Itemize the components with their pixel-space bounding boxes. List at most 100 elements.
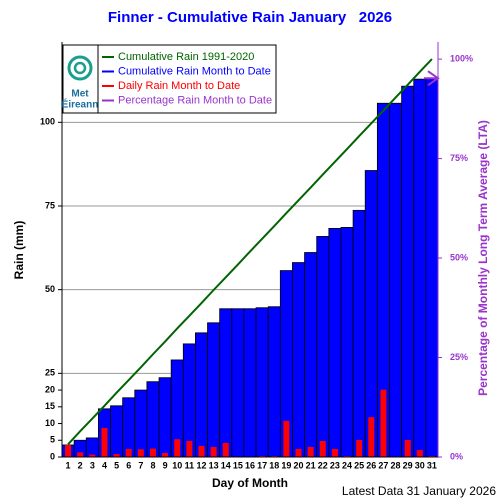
- footer: Latest Data 31 January 2026: [342, 484, 496, 498]
- x-tick-label: 17: [257, 460, 267, 470]
- x-tick-label: 26: [366, 460, 376, 470]
- x-tick-label: 5: [114, 460, 119, 470]
- cumulative-bar: [389, 102, 403, 458]
- x-tick-label: 23: [330, 460, 340, 470]
- cumulative-bar: [364, 170, 378, 458]
- cumulative-bar: [158, 377, 172, 458]
- x-tick-label: 27: [378, 460, 388, 470]
- y2-tick-label: 75%: [450, 153, 468, 163]
- y-tick-label: 10: [45, 418, 55, 428]
- y-tick-label: 50: [45, 284, 55, 294]
- y2-tick-label: 50%: [450, 252, 468, 262]
- y2-tick-label: 0%: [450, 451, 463, 461]
- cumulative-bar: [207, 322, 221, 458]
- y-tick-label: 25: [45, 368, 55, 378]
- daily-bar: [416, 449, 423, 457]
- x-axis-label: Day of Month: [212, 476, 288, 490]
- legend-label: Cumulative Rain Month to Date: [118, 65, 271, 77]
- daily-bar: [65, 444, 72, 457]
- daily-bar: [283, 420, 290, 457]
- cumulative-bar: [231, 308, 245, 458]
- daily-bar: [162, 452, 169, 457]
- daily-bar: [174, 439, 181, 457]
- daily-bar: [271, 455, 278, 457]
- x-tick-label: 24: [342, 460, 352, 470]
- cumulative-bar: [425, 77, 439, 458]
- x-tick-label: 20: [294, 460, 304, 470]
- logo-swirl: [73, 61, 87, 75]
- x-tick-label: 28: [391, 460, 401, 470]
- daily-bar: [404, 439, 411, 457]
- x-tick-label: 31: [427, 460, 437, 470]
- daily-bar: [259, 455, 266, 457]
- y-axis-label: Rain (mm): [12, 221, 26, 280]
- daily-bar: [89, 454, 96, 457]
- cumulative-bar: [219, 308, 233, 458]
- x-tick-label: 13: [209, 460, 219, 470]
- y-tick-label: 0: [50, 451, 55, 461]
- cumulative-bar: [267, 306, 281, 458]
- daily-bar: [368, 417, 375, 457]
- x-tick-label: 9: [163, 460, 168, 470]
- daily-bar: [149, 448, 156, 457]
- legend-box: [97, 44, 277, 114]
- daily-bar: [113, 453, 120, 457]
- logo-text: Met: [71, 89, 89, 100]
- chart-title: Finner - Cumulative Rain January 2026: [108, 9, 392, 26]
- daily-bar: [77, 452, 84, 457]
- y-tick-label: 100: [40, 117, 55, 127]
- cumulative-bar: [328, 228, 342, 458]
- x-tick-label: 12: [196, 460, 206, 470]
- daily-bar: [331, 448, 338, 457]
- cumulative-bar: [401, 85, 415, 458]
- cumulative-bar: [134, 389, 148, 458]
- cumulative-bar: [292, 262, 305, 458]
- legend-label: Percentage Rain Month to Date: [118, 94, 272, 106]
- cumulative-bar: [255, 307, 269, 458]
- y-tick-label: 5: [50, 435, 55, 445]
- lta-line: [67, 58, 433, 445]
- y2-axis-label: Percentage of Monthly Long Term Average …: [476, 120, 490, 396]
- cumulative-bar: [243, 308, 257, 458]
- x-tick-label: 3: [90, 460, 95, 470]
- daily-bar: [222, 442, 229, 457]
- x-tick-label: 7: [138, 460, 143, 470]
- daily-bar: [125, 448, 132, 457]
- daily-bar: [356, 439, 363, 457]
- legend-label: Daily Rain Month to Date: [118, 80, 240, 92]
- x-tick-label: 6: [126, 460, 131, 470]
- cumulative-bar: [195, 332, 208, 458]
- x-tick-label: 29: [403, 460, 413, 470]
- cumulative-bar: [304, 252, 318, 458]
- cumulative-bar: [110, 405, 124, 458]
- y2-tick-label: 100%: [450, 53, 473, 63]
- logo-text: Éireann: [62, 98, 99, 111]
- cumulative-bar: [122, 397, 136, 458]
- x-tick-label: 25: [354, 460, 364, 470]
- x-tick-label: 30: [415, 460, 425, 470]
- x-tick-label: 4: [102, 460, 107, 470]
- daily-bar: [137, 449, 144, 457]
- x-tick-label: 2: [78, 460, 83, 470]
- daily-bar: [319, 440, 326, 457]
- daily-bar: [210, 446, 217, 457]
- x-tick-label: 1: [66, 460, 71, 470]
- daily-bar: [344, 455, 351, 457]
- cumulative-bar: [85, 437, 99, 458]
- x-tick-label: 8: [150, 460, 155, 470]
- x-tick-label: 14: [221, 460, 231, 470]
- daily-bar: [295, 448, 302, 457]
- x-tick-label: 21: [306, 460, 316, 470]
- cumulative-bar: [146, 381, 160, 458]
- daily-bar: [198, 445, 205, 457]
- daily-bar: [380, 389, 387, 457]
- x-tick-label: 10: [172, 460, 182, 470]
- cumulative-bar: [352, 209, 366, 458]
- y-tick-label: 15: [45, 401, 55, 411]
- x-tick-label: 18: [269, 460, 279, 470]
- y-tick-label: 20: [45, 384, 55, 394]
- cumulative-bar: [340, 227, 354, 458]
- daily-bar: [307, 446, 314, 457]
- cumulative-bar: [413, 78, 427, 458]
